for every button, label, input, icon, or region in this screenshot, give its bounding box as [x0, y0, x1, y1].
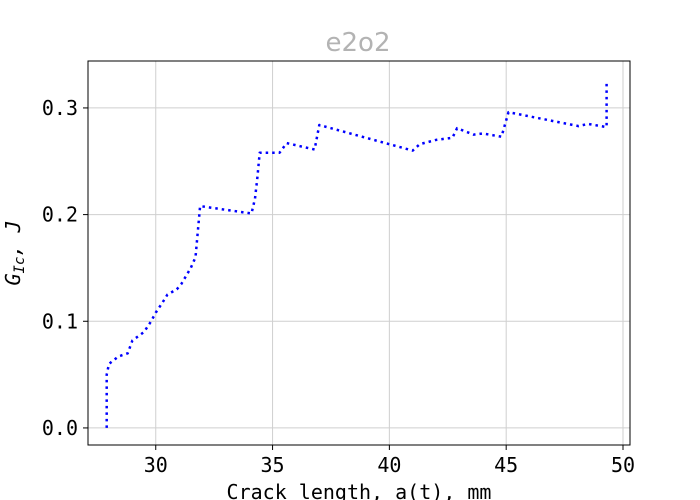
- y-tick-label: 0.2: [42, 203, 78, 227]
- axis-ticks: [83, 107, 624, 450]
- x-axis-title: Crack length, a(t), mm: [227, 480, 492, 500]
- x-tick-label: 40: [377, 453, 401, 477]
- series-line: [105, 81, 608, 428]
- x-tick-labels: 30 35 40 45 50: [144, 453, 635, 477]
- series-layer: [105, 81, 608, 428]
- x-tick-label: 30: [144, 453, 168, 477]
- x-tick-label: 35: [261, 453, 285, 477]
- grid: [88, 61, 630, 445]
- plot-frame: [87, 60, 631, 446]
- y-axis-title-tail: , J: [1, 220, 25, 256]
- chart-title: e2o2: [326, 28, 391, 58]
- x-tick-label: 45: [494, 453, 518, 477]
- y-tick-labels: 0.0 0.1 0.2 0.3: [42, 96, 78, 440]
- y-axis-title-main: G: [1, 273, 25, 285]
- y-axis-title: GIc, J: [1, 220, 28, 285]
- y-tick-label: 0.3: [42, 96, 78, 120]
- x-tick-label: 50: [611, 453, 635, 477]
- y-tick-label: 0.0: [42, 416, 78, 440]
- y-axis-title-sub: Ic: [12, 257, 28, 274]
- y-tick-label: 0.1: [42, 309, 78, 333]
